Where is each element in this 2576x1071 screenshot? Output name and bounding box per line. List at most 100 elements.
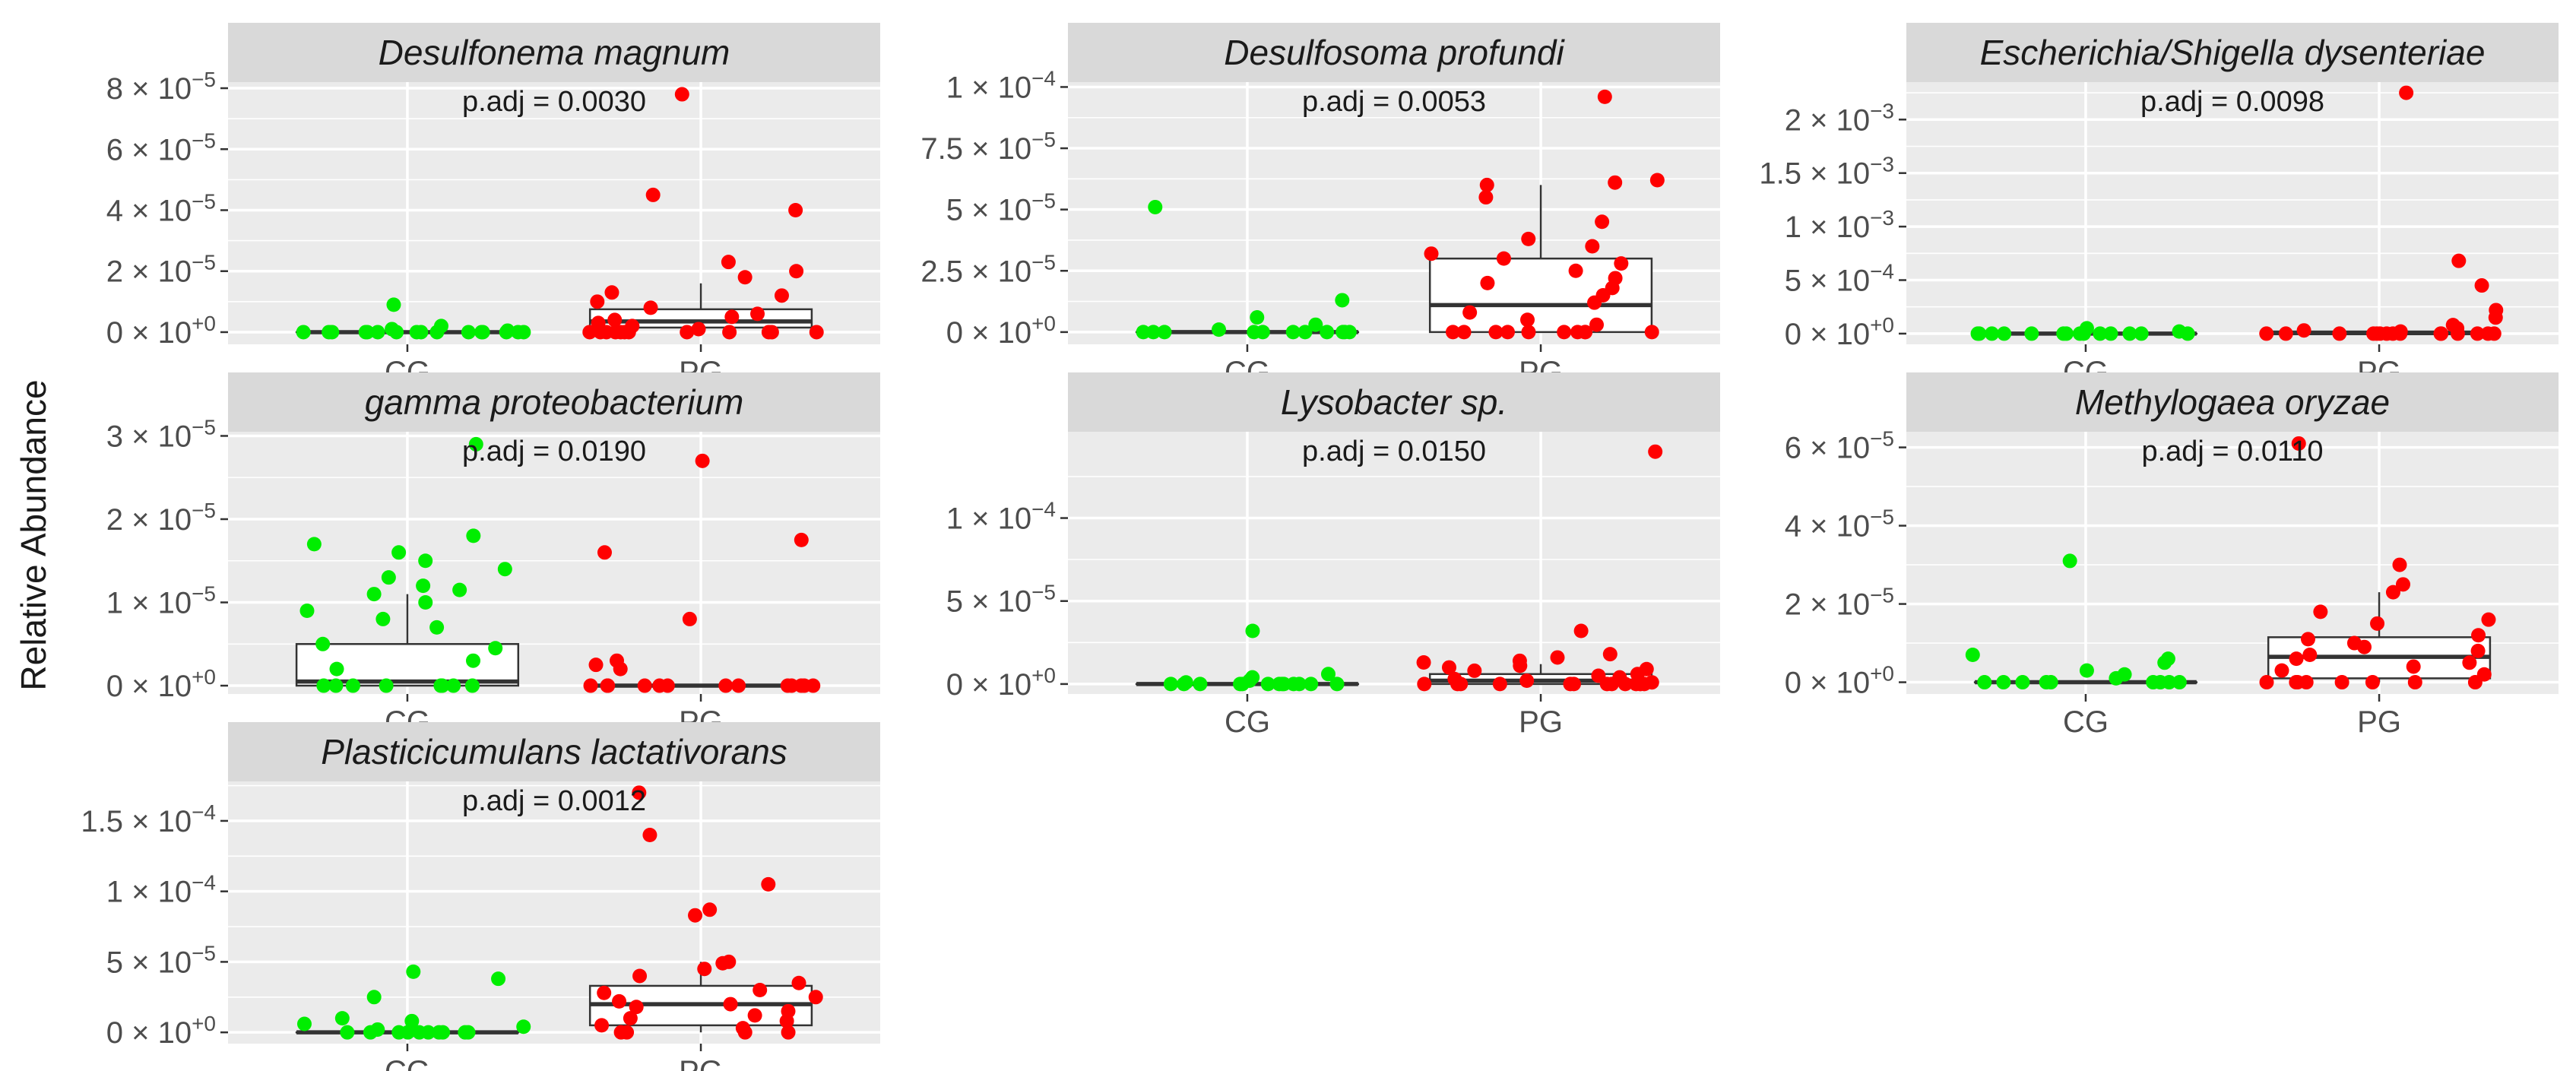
data-point (613, 661, 628, 677)
y-tick-label: 1.5 × 10−4 (81, 800, 216, 838)
y-tick-label: 2 × 10−5 (106, 499, 216, 537)
points-pg (583, 453, 821, 693)
data-point (1521, 231, 1536, 246)
y-tick-label: 0 × 10+0 (946, 664, 1056, 702)
data-point (2180, 326, 2195, 341)
data-point (2056, 326, 2071, 341)
data-point (464, 678, 480, 693)
data-point (1570, 325, 1585, 340)
y-tick-label: 5 × 10−5 (106, 941, 216, 979)
data-point (2093, 326, 2108, 341)
data-point (2365, 675, 2380, 690)
data-point (808, 990, 823, 1005)
padj-annotation: p.adj = 0.0030 (462, 86, 646, 118)
data-point (764, 325, 779, 340)
data-point (433, 318, 448, 334)
y-tick-label: 0 × 10+0 (106, 1012, 216, 1050)
data-point (697, 962, 712, 977)
data-point (1478, 190, 1494, 205)
data-point (724, 309, 740, 325)
data-point (329, 661, 344, 677)
panel-gamma-proteobacterium: gamma proteobacterium 0 × 10+0 1 × 10−5 2 ×… (106, 372, 880, 739)
y-tick-label: 4 × 10−5 (1785, 505, 1894, 543)
y-tick-label: 2 × 10−3 (1785, 99, 1894, 137)
data-point (2103, 326, 2118, 341)
data-point (1308, 317, 1323, 332)
data-point (466, 653, 481, 668)
data-point (436, 1025, 451, 1040)
data-point (370, 325, 385, 340)
data-point (328, 678, 344, 693)
data-point (1462, 305, 1478, 320)
data-point (2434, 326, 2449, 341)
data-point (358, 325, 373, 340)
panel-title: Desulfonema magnum (379, 33, 730, 72)
panel-title: Desulfosoma profundi (1224, 33, 1565, 72)
data-point (629, 1000, 644, 1015)
data-point (2172, 675, 2187, 690)
data-point (2332, 326, 2347, 341)
padj-annotation: p.adj = 0.0012 (462, 785, 646, 817)
plot-area (1068, 432, 1720, 694)
data-point (340, 1025, 355, 1040)
panel-title: Methylogaea oryzae (2075, 382, 2390, 422)
y-tick-label: 1.5 × 10−3 (1759, 153, 1894, 191)
data-point (1618, 677, 1633, 692)
data-point (623, 1011, 638, 1026)
data-point (2357, 639, 2372, 654)
points-cg (1136, 199, 1357, 340)
data-point (791, 975, 806, 990)
data-point (2407, 675, 2422, 690)
y-tick-label: 1 × 10−4 (946, 66, 1056, 104)
data-point (334, 1011, 350, 1026)
data-point (2259, 675, 2274, 690)
data-point (418, 553, 433, 569)
data-point (1589, 317, 1605, 332)
data-point (1550, 650, 1565, 665)
data-point (500, 323, 515, 338)
data-point (474, 325, 490, 340)
data-point (412, 1025, 427, 1040)
data-point (1496, 251, 1511, 266)
data-point (2462, 655, 2477, 670)
panel-desulfosoma-profundi: Desulfosoma profundi 0 × 10+0 2.5 × 10−5 5 … (920, 23, 1720, 389)
data-point (1520, 312, 1535, 328)
panel-methylogaea-oryzae: Methylogaea oryzae 0 × 10+0 2 × 10−5 4 × 10… (1785, 372, 2559, 739)
data-point (1633, 677, 1648, 692)
padj-annotation: p.adj = 0.0053 (1302, 86, 1486, 118)
data-point (1997, 326, 2012, 341)
data-point (418, 595, 433, 610)
data-point (1136, 325, 1151, 340)
data-point (680, 325, 695, 340)
data-point (2259, 326, 2274, 341)
data-point (2300, 632, 2315, 647)
data-point (2296, 323, 2311, 338)
data-point (1148, 199, 1163, 214)
data-point (1595, 214, 1610, 230)
data-point (688, 908, 703, 923)
data-point (409, 325, 424, 340)
plot-area (228, 82, 880, 344)
data-point (1608, 175, 1623, 190)
x-tick-label-cg: CG (385, 1055, 430, 1071)
points-cg (299, 436, 512, 693)
data-point (643, 300, 658, 315)
y-tick-label: 5 × 10−4 (1785, 260, 1894, 298)
panel-plasticicumulans-lactativorans: Plasticicumulans lactativorans 0 × 10+0 5 … (81, 722, 880, 1071)
data-point (1298, 325, 1313, 340)
panel-strip (1906, 372, 2559, 432)
data-point (1329, 677, 1345, 692)
data-point (2122, 326, 2137, 341)
data-point (1320, 667, 1336, 682)
data-point (2467, 675, 2483, 690)
data-point (1416, 655, 1431, 670)
points-pg (2259, 436, 2496, 690)
data-point (594, 1018, 610, 1033)
data-point (794, 678, 809, 693)
panel-strip (1068, 23, 1720, 82)
data-point (691, 322, 706, 337)
data-point (1145, 325, 1161, 340)
data-point (2302, 648, 2318, 663)
data-point (1424, 246, 1439, 261)
